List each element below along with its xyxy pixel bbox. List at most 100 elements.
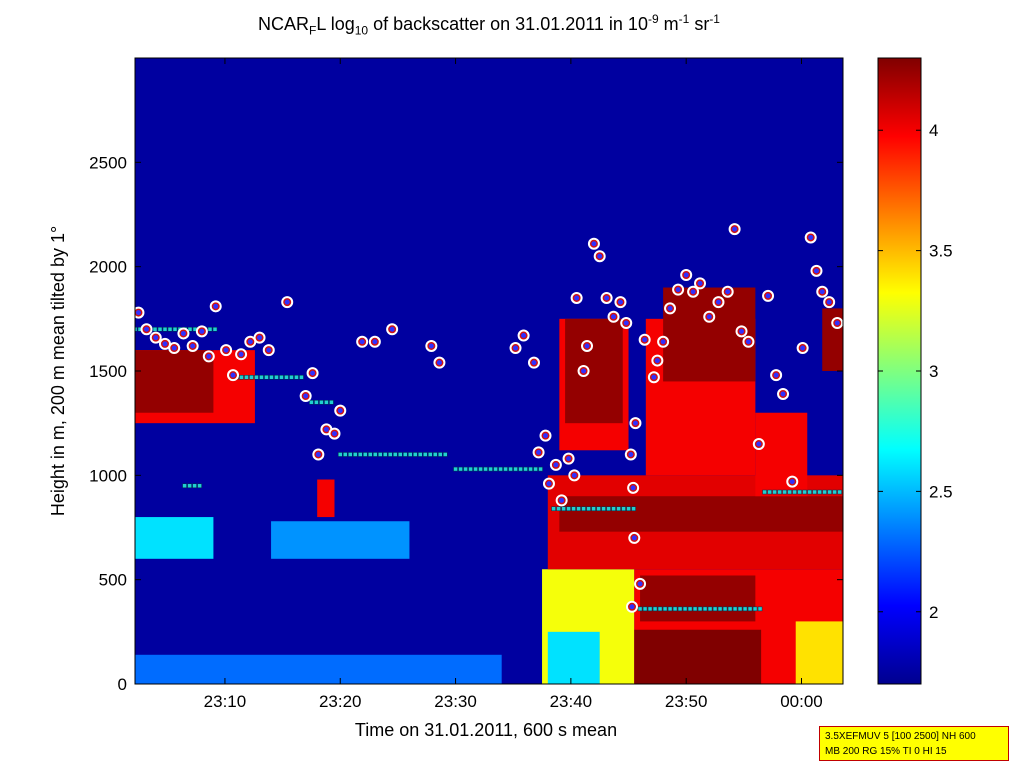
layer-marker [657,606,663,612]
layer-marker [152,327,158,332]
layer-marker [294,375,299,380]
heatmap-cell [547,631,600,684]
heatmap-cell [640,575,756,622]
layer-marker [528,466,533,472]
layer-marker [187,327,193,332]
layer-marker [343,452,348,457]
colorbar-tick-label: 3 [929,362,938,381]
layer-marker [667,606,673,612]
layer-marker [162,327,168,332]
layer-marker [737,606,743,612]
cloud-marker-core [597,253,603,259]
layer-marker [712,606,718,612]
layer-marker [812,489,817,495]
layer-marker [722,606,728,612]
cloud-marker-core [144,326,150,332]
cloud-marker-core [257,335,263,341]
layer-marker [187,483,192,489]
layer-marker [259,375,264,380]
heatmap-cell [317,479,335,518]
layer-marker [289,375,294,380]
layer-marker [498,466,503,472]
layer-marker [473,466,478,472]
layer-marker [697,606,703,612]
info-line-1: 3.5XEFMUV 5 [100 2500] NH 600 [825,731,976,742]
cloud-marker-core [660,339,666,345]
layer-marker [727,606,733,612]
cloud-marker-core [436,360,442,366]
cloud-marker-core [566,456,572,462]
cloud-marker-core [732,226,738,232]
layer-marker [566,506,571,511]
layer-marker [244,375,249,380]
cloud-marker-core [574,295,580,301]
y-tick-label: 0 [118,675,127,694]
cloud-marker-core [428,343,434,349]
layer-marker [561,506,566,511]
layer-marker [398,452,403,457]
heatmap-cell [271,521,410,559]
layer-marker [707,606,713,612]
backscatter-heatmap [135,58,843,684]
layer-marker [767,489,772,495]
layer-marker [732,606,738,612]
cloud-marker-core [521,333,527,339]
x-tick-label: 23:40 [550,692,593,711]
cloud-marker-core [315,451,321,457]
y-tick-label: 2000 [89,258,127,277]
cloud-marker-core [631,535,637,541]
layer-marker [468,466,473,472]
cloud-marker-core [359,339,365,345]
layer-marker [807,489,812,495]
layer-marker [348,452,353,457]
cloud-marker-core [303,393,309,399]
layer-marker [616,506,621,511]
layer-marker [264,375,269,380]
y-tick-label: 1500 [89,362,127,381]
layer-marker [249,375,254,380]
marker-layer [135,223,843,613]
y-axis-label: Height in m, 200 m mean tilted by 1° [48,226,68,516]
layer-marker [787,489,792,495]
cloud-marker-core [765,293,771,299]
info-line-2: MB 200 RG 15% TI 0 HI 15 [825,746,947,757]
cloud-marker-core [629,604,635,610]
layer-marker [652,606,658,612]
cloud-marker-core [617,299,623,305]
cloud-marker-core [834,320,840,326]
layer-marker [523,466,528,472]
x-axis-label: Time on 31.01.2011, 600 s mean [355,720,617,740]
cloud-marker-core [310,370,316,376]
layer-marker [207,327,213,332]
cloud-marker-core [581,368,587,374]
layer-marker [423,452,428,457]
layer-marker [167,327,173,332]
layer-marker [797,489,802,495]
layer-marker [677,606,683,612]
heatmap-cell [565,318,623,424]
cloud-marker-core [637,581,643,587]
cloud-marker-core [773,372,779,378]
layer-marker [483,466,488,472]
x-tick-label: 23:30 [434,692,477,711]
layer-marker [363,452,368,457]
layer-marker [503,466,508,472]
cloud-marker-core [135,310,141,316]
layer-marker [591,506,596,511]
layer-marker [518,466,523,472]
cloud-marker-core [230,372,236,378]
cloud-marker-core [223,347,229,353]
layer-marker [533,466,538,472]
layer-marker [508,466,513,472]
layer-marker [792,489,797,495]
colorbar [877,57,922,685]
x-tick-label: 00:00 [780,692,823,711]
layer-marker [478,466,483,472]
cloud-marker-core [642,337,648,343]
y-tick-label: 1000 [89,466,127,485]
layer-marker [817,489,822,495]
cloud-marker-core [675,287,681,293]
layer-marker [197,483,202,489]
layer-marker [443,452,448,457]
